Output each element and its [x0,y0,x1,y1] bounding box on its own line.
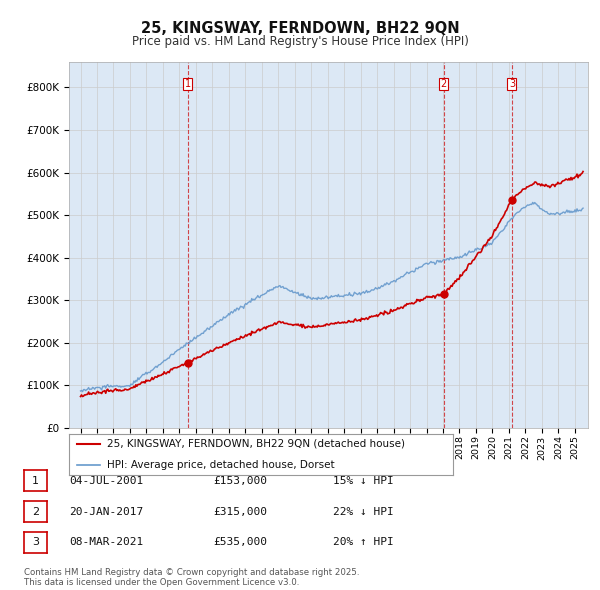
Text: £315,000: £315,000 [213,507,267,516]
Text: 25, KINGSWAY, FERNDOWN, BH22 9QN: 25, KINGSWAY, FERNDOWN, BH22 9QN [140,21,460,35]
Text: 08-MAR-2021: 08-MAR-2021 [69,537,143,547]
Text: 3: 3 [32,537,39,547]
Text: 25, KINGSWAY, FERNDOWN, BH22 9QN (detached house): 25, KINGSWAY, FERNDOWN, BH22 9QN (detach… [107,439,406,449]
Text: 20% ↑ HPI: 20% ↑ HPI [333,537,394,547]
Text: Price paid vs. HM Land Registry's House Price Index (HPI): Price paid vs. HM Land Registry's House … [131,35,469,48]
Text: 15% ↓ HPI: 15% ↓ HPI [333,476,394,486]
Text: 04-JUL-2001: 04-JUL-2001 [69,476,143,486]
Text: 20-JAN-2017: 20-JAN-2017 [69,507,143,516]
Text: 1: 1 [185,79,191,89]
Text: 22% ↓ HPI: 22% ↓ HPI [333,507,394,516]
Text: 2: 2 [441,79,447,89]
Text: 1: 1 [32,476,39,486]
Text: 3: 3 [509,79,515,89]
Text: £153,000: £153,000 [213,476,267,486]
Text: £535,000: £535,000 [213,537,267,547]
Text: 2: 2 [32,507,39,516]
Text: Contains HM Land Registry data © Crown copyright and database right 2025.
This d: Contains HM Land Registry data © Crown c… [24,568,359,587]
Text: HPI: Average price, detached house, Dorset: HPI: Average price, detached house, Dors… [107,460,335,470]
